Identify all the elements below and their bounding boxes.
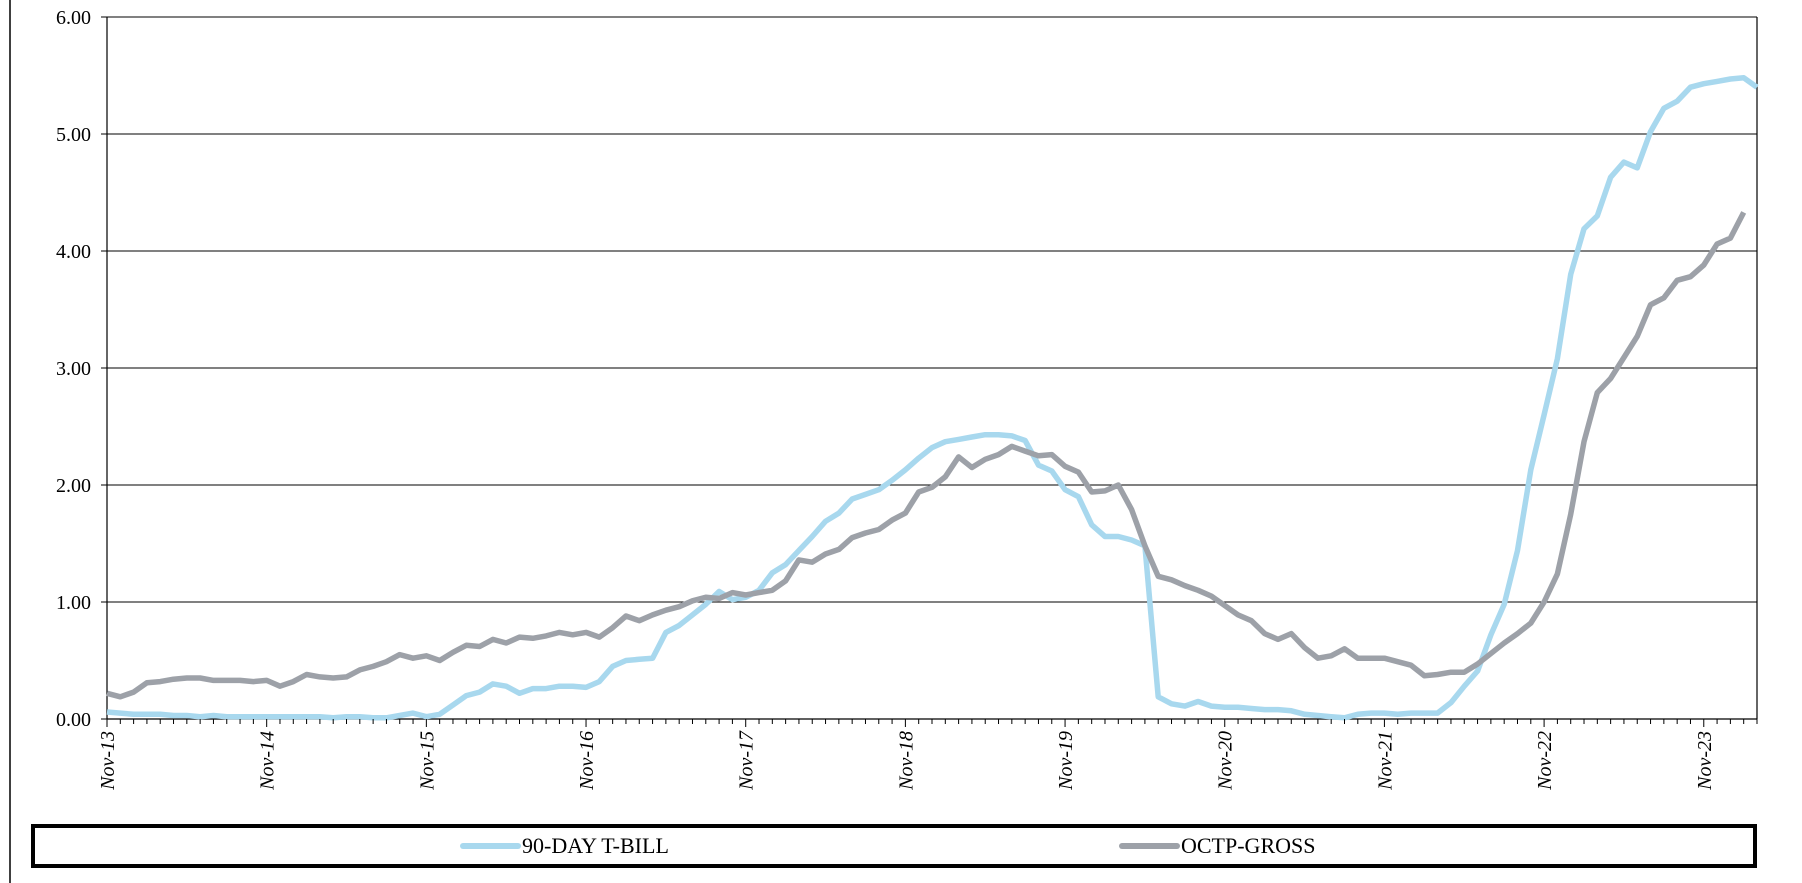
- x-tick-label-1: Nov-14: [257, 731, 279, 791]
- x-axis-ticks: Nov-13 Nov-14 Nov-15 Nov-16 Nov-17 Nov-18 Nov-…: [97, 719, 1758, 791]
- y-tick-label-6: 6.00: [56, 7, 91, 29]
- x-tick-label-0: Nov-13: [97, 731, 119, 791]
- legend-label-octp: OCTP-GROSS: [1181, 833, 1315, 858]
- gridlines: [107, 16, 1757, 720]
- x-tick-label-3: Nov-16: [576, 731, 598, 791]
- x-tick-label-5: Nov-18: [895, 731, 917, 791]
- x-tick-label-8: Nov-21: [1374, 731, 1396, 791]
- x-tick-label-2: Nov-15: [416, 731, 438, 791]
- y-tick-label-2: 2.00: [56, 475, 91, 497]
- legend: 90-DAY T-BILL OCTP-GROSS: [31, 824, 1757, 868]
- y-axis-ticks: 0.00 1.00 2.00 3.00 4.00 5.00 6.00: [56, 7, 107, 731]
- series-line-tbill: [106, 75, 1759, 721]
- series-line-octp: [106, 211, 1747, 700]
- y-tick-label-4: 4.00: [56, 241, 91, 263]
- series-lines: [106, 75, 1759, 721]
- x-tick-label-7: Nov-20: [1215, 731, 1237, 791]
- x-tick-label-6: Nov-19: [1055, 731, 1077, 791]
- x-tick-label-9: Nov-22: [1534, 731, 1556, 791]
- y-tick-label-1: 1.00: [56, 592, 91, 614]
- x-tick-label-10: Nov-23: [1694, 731, 1716, 791]
- y-tick-label-3: 3.00: [56, 358, 91, 380]
- legend-label-tbill: 90-DAY T-BILL: [522, 833, 669, 858]
- legend-box: [31, 824, 1757, 868]
- x-tick-label-4: Nov-17: [736, 730, 758, 791]
- y-tick-label-0: 0.00: [56, 709, 91, 731]
- y-tick-label-5: 5.00: [56, 124, 91, 146]
